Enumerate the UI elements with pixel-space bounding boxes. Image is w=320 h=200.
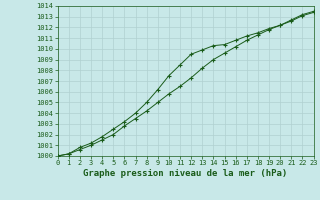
X-axis label: Graphe pression niveau de la mer (hPa): Graphe pression niveau de la mer (hPa)	[84, 169, 288, 178]
